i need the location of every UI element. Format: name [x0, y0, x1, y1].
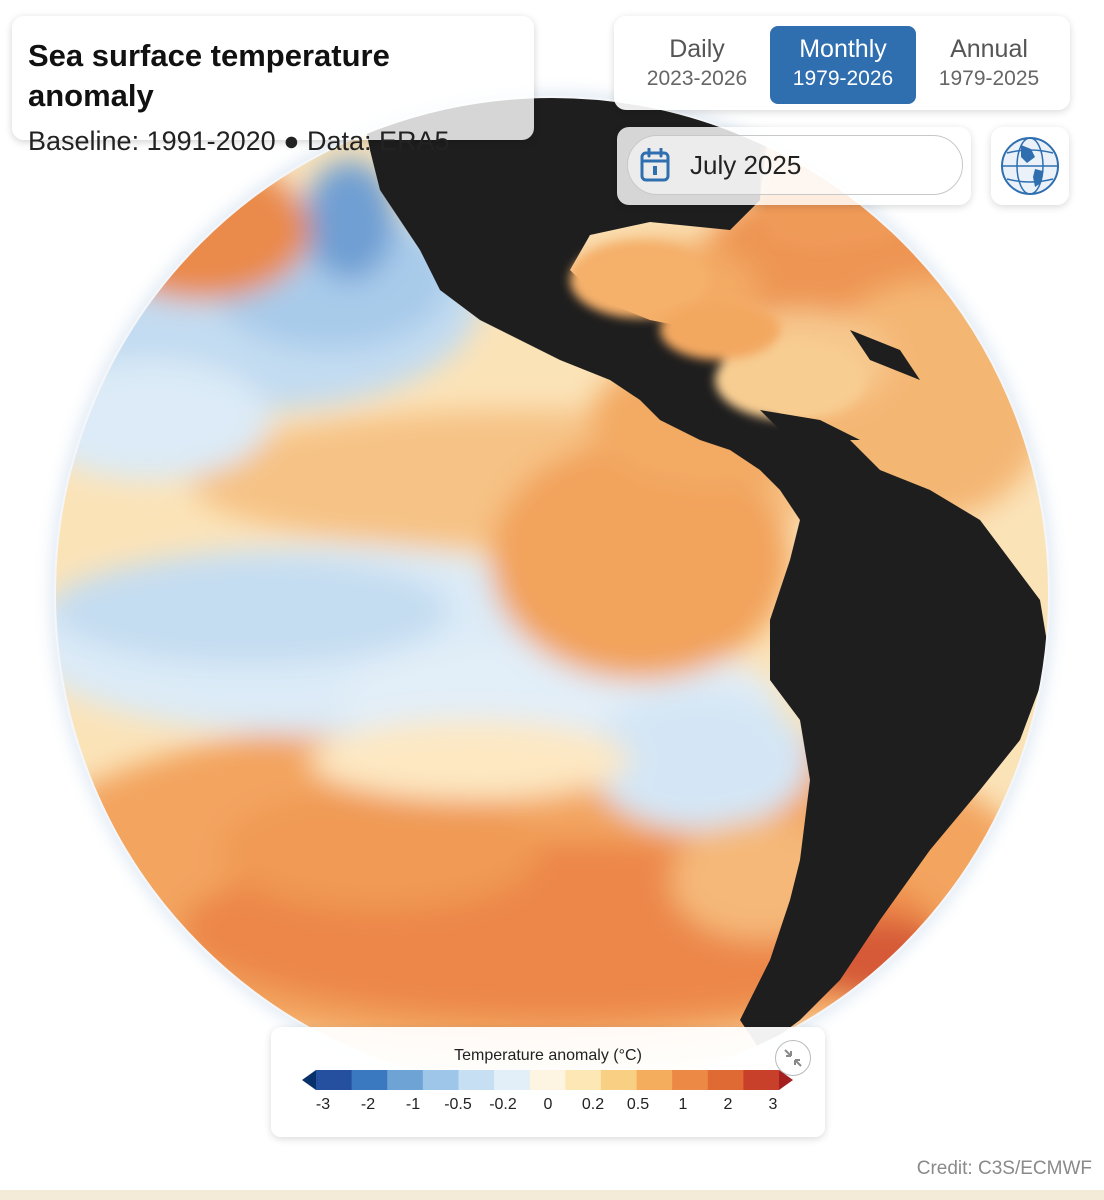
frequency-annual-label: Annual — [950, 35, 1028, 63]
legend-swatch — [707, 1070, 744, 1090]
legend-swatch — [387, 1070, 424, 1090]
land-layer — [360, 97, 1049, 1050]
date-value: July 2025 — [690, 150, 802, 180]
frequency-daily-label: Daily — [669, 35, 725, 63]
frequency-toggle: Daily 2023-2026 Monthly 1979-2026 Annual… — [614, 16, 1070, 110]
globe-view-button[interactable] — [991, 127, 1069, 205]
frequency-monthly-range: 1979-2026 — [792, 67, 894, 90]
date-picker-input[interactable]: July 2025 — [627, 135, 963, 195]
legend-tick-label: -3 — [316, 1096, 330, 1113]
legend-tick-label: 2 — [724, 1096, 733, 1113]
legend-swatch — [672, 1070, 709, 1090]
page-title: Sea surface temperature anomaly — [28, 38, 390, 113]
legend-arrow-high — [779, 1070, 793, 1090]
legend-swatch — [600, 1070, 638, 1090]
legend-colorbar: -3 -2 -1 -0.5 -0.2 0 0.2 0.5 1 2 3 — [302, 1070, 793, 1113]
bottom-strip — [0, 1190, 1104, 1200]
legend-collapse-button[interactable] — [775, 1040, 811, 1076]
legend-swatch — [422, 1070, 459, 1090]
legend-swatch — [743, 1070, 780, 1090]
frequency-daily-range: 2023-2026 — [646, 67, 748, 90]
globe-icon — [1001, 137, 1059, 195]
legend-tick-label: -2 — [361, 1096, 375, 1113]
legend-tick-label: -0.2 — [489, 1096, 517, 1113]
credit-text: Credit: C3S/ECMWF — [916, 1158, 1092, 1179]
frequency-monthly-button[interactable]: Monthly 1979-2026 — [770, 26, 916, 104]
legend-swatch — [316, 1070, 353, 1090]
frequency-monthly-label: Monthly — [799, 35, 887, 63]
legend-arrow-low — [302, 1070, 316, 1090]
page-subtitle: Baseline: 1991-2020 ● Data: ERA5 — [28, 126, 450, 156]
legend-swatch — [565, 1070, 602, 1090]
legend-swatch — [458, 1070, 495, 1090]
legend-swatch — [351, 1070, 388, 1090]
legend-swatch — [636, 1070, 673, 1090]
legend-tick-label: 0.2 — [582, 1096, 604, 1113]
legend-tick-label: 0 — [544, 1096, 553, 1113]
ocean-layer — [55, 97, 1049, 1091]
frequency-daily-button[interactable]: Daily 2023-2026 — [624, 26, 770, 104]
legend-tick-label: 1 — [679, 1096, 688, 1113]
title-card: Sea surface temperature anomaly Baseline… — [12, 16, 534, 156]
legend-swatch — [494, 1070, 531, 1090]
legend-tick-label: 3 — [769, 1096, 778, 1113]
collapse-arrows-icon — [784, 1049, 802, 1067]
legend-tick-label: -1 — [406, 1096, 420, 1113]
legend-tick-label: -0.5 — [444, 1096, 472, 1113]
legend-swatch — [529, 1070, 566, 1090]
calendar-icon — [640, 148, 670, 182]
legend-title: Temperature anomaly (°C) — [454, 1047, 642, 1064]
legend: Temperature anomaly (°C) -3 -2 -1 -0.5 -0.2 0… — [271, 1027, 825, 1137]
frequency-annual-button[interactable]: Annual 1979-2025 — [916, 26, 1062, 104]
date-picker-card: July 2025 — [617, 127, 971, 205]
frequency-annual-range: 1979-2025 — [938, 67, 1040, 90]
legend-tick-label: 0.5 — [627, 1096, 649, 1113]
